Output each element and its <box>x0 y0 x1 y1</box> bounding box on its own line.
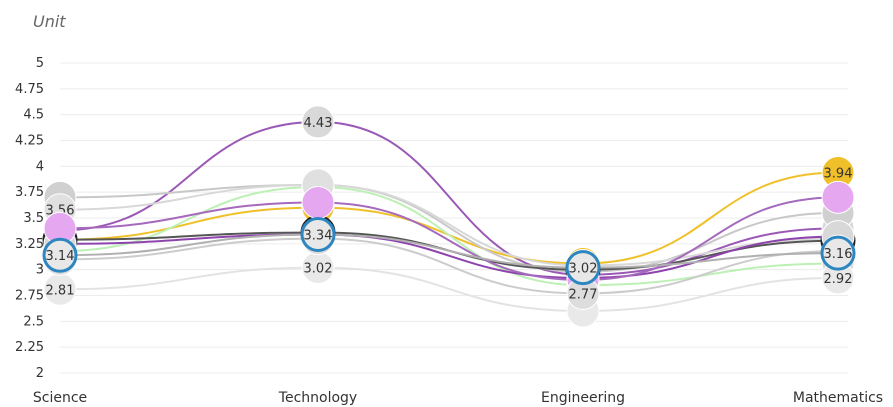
data-label: 2.77 <box>569 287 598 302</box>
series-line <box>59 183 839 267</box>
data-label: 3.02 <box>304 262 333 277</box>
series-line <box>59 171 839 265</box>
data-point-marker[interactable] <box>821 180 855 214</box>
y-tick-label: 4 <box>36 159 44 174</box>
y-tick-label: 2 <box>36 366 44 381</box>
x-tick-label: Science <box>33 390 87 406</box>
data-point-marker[interactable] <box>820 235 856 271</box>
y-tick-label: 3.75 <box>15 185 44 200</box>
y-tick-label: 2.75 <box>15 289 44 304</box>
x-tick-label: Engineering <box>541 390 625 406</box>
data-label: 4.43 <box>304 116 333 131</box>
y-tick-label: 4.25 <box>15 134 44 149</box>
data-point-marker[interactable] <box>565 250 601 286</box>
data-label: 3.34 <box>304 229 333 244</box>
data-markers: 4.433.943.823.563.043.293.342.813.022.92… <box>42 105 856 328</box>
grid-layer <box>60 62 848 374</box>
data-label: 2.81 <box>46 283 75 298</box>
series-line <box>59 266 839 313</box>
y-tick-label: 3 <box>36 263 44 278</box>
data-point-marker[interactable] <box>300 217 336 253</box>
data-point-marker[interactable] <box>301 105 335 139</box>
series-line <box>59 196 839 282</box>
data-label: 3.16 <box>824 247 853 262</box>
y-tick-label: 2.25 <box>15 340 44 355</box>
series-line <box>59 183 839 273</box>
y-tick-label: 3.5 <box>23 211 44 226</box>
series-line <box>59 233 839 279</box>
y-tick-label: 5 <box>36 56 44 71</box>
y-tick-label: 2.5 <box>23 314 44 329</box>
y-tick-labels: 5 4.75 4.5 4.25 4 3.75 3.5 3.25 3 2.75 2.5 2.25 2 <box>15 56 44 381</box>
x-tick-label: Mathematics <box>793 390 883 406</box>
data-label: 3.14 <box>46 249 75 264</box>
x-tick-label: Technology <box>278 390 357 406</box>
series-line <box>59 233 839 269</box>
data-point-marker[interactable] <box>42 237 78 273</box>
data-label: 2.92 <box>824 272 853 287</box>
data-point-marker[interactable] <box>301 186 335 219</box>
data-label: 3.02 <box>569 262 598 277</box>
series-lines <box>59 120 839 313</box>
data-label: 3.94 <box>824 167 853 182</box>
y-axis-title: Unit <box>33 12 66 31</box>
y-tick-label: 4.75 <box>15 82 44 97</box>
y-tick-label: 4.5 <box>23 108 44 123</box>
y-tick-label: 3.25 <box>15 237 44 252</box>
series-line <box>59 237 839 295</box>
x-tick-labels: Science Technology Engineering Mathematics <box>33 390 883 406</box>
